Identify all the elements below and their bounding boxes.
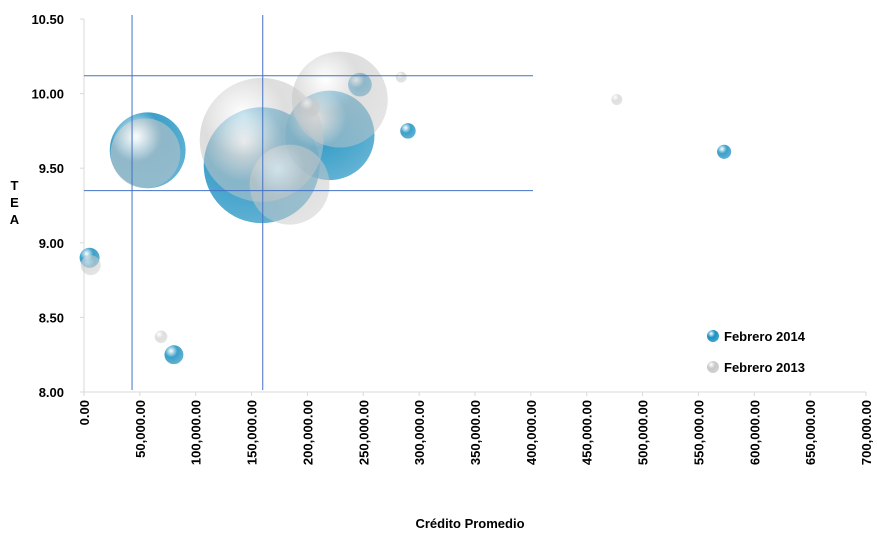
bubble <box>400 123 416 139</box>
x-tick-label: 500,000.00 <box>636 400 651 465</box>
x-tick-label: 450,000.00 <box>580 400 595 465</box>
x-tick-label: 50,000.00 <box>133 400 148 458</box>
x-axis-title: Crédito Promedio <box>415 516 524 531</box>
bubble <box>717 144 732 159</box>
bubble <box>299 97 320 118</box>
bubble <box>164 345 184 365</box>
y-tick-label: 10.00 <box>31 87 64 102</box>
y-tick-label: 10.50 <box>31 12 64 27</box>
x-tick-label: 0.00 <box>77 400 92 425</box>
bubble <box>611 94 623 106</box>
y-tick-label: 8.00 <box>39 385 64 400</box>
bubble <box>80 255 101 276</box>
y-tick-label: 8.50 <box>39 310 64 325</box>
x-tick-label: 700,000.00 <box>859 400 874 465</box>
x-tick-label: 650,000.00 <box>803 400 818 465</box>
x-tick-label: 200,000.00 <box>300 400 315 465</box>
bubble <box>395 71 407 83</box>
y-axis-title: TEA <box>7 178 22 229</box>
x-tick-label: 250,000.00 <box>356 400 371 465</box>
x-tick-label: 550,000.00 <box>691 400 706 465</box>
legend-marker <box>707 330 719 342</box>
x-tick-label: 150,000.00 <box>245 400 260 465</box>
legend-label: Febrero 2013 <box>724 360 805 375</box>
bubble <box>249 144 330 225</box>
bubble <box>154 330 168 344</box>
x-tick-label: 600,000.00 <box>747 400 762 465</box>
legend-marker <box>707 361 719 373</box>
legend-label: Febrero 2014 <box>724 329 806 344</box>
x-tick-label: 350,000.00 <box>468 400 483 465</box>
x-tick-label: 100,000.00 <box>189 400 204 465</box>
x-tick-label: 400,000.00 <box>524 400 539 465</box>
y-tick-label: 9.00 <box>39 236 64 251</box>
x-tick-label: 300,000.00 <box>412 400 427 465</box>
bubble <box>110 118 181 189</box>
y-tick-label: 9.50 <box>39 161 64 176</box>
